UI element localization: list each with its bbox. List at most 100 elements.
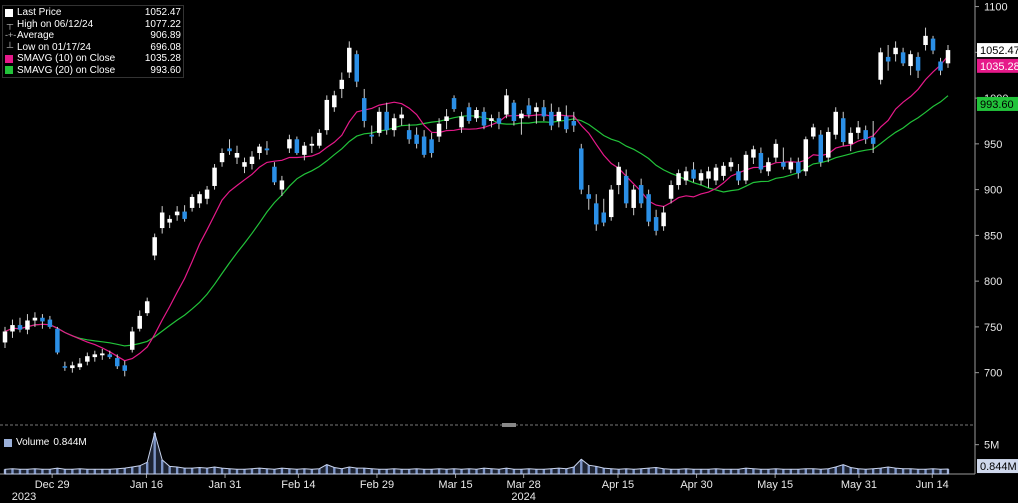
- volume-bar: [363, 468, 366, 474]
- volume-bar: [654, 467, 658, 474]
- candle-body: [631, 189, 636, 208]
- candle-body: [70, 365, 75, 369]
- volume-bar: [415, 468, 418, 474]
- volume-bar: [205, 468, 209, 474]
- y-tick-label: 950: [984, 139, 1002, 151]
- year-label: 2024: [511, 491, 535, 503]
- candle-body: [62, 366, 68, 368]
- candle-body: [691, 169, 696, 179]
- high-marker-icon: ┬: [6, 18, 14, 29]
- legend-label: SMAVG (10) on Close: [17, 53, 116, 64]
- volume-bar: [901, 468, 905, 474]
- candle-body: [264, 148, 270, 151]
- candle-body: [40, 317, 45, 322]
- volume-bar: [632, 469, 635, 474]
- candle-body: [429, 139, 434, 154]
- volume-bar: [662, 468, 665, 474]
- x-tick-label: Jan 16: [130, 479, 163, 491]
- candle-body: [137, 315, 142, 329]
- candle-body: [541, 107, 547, 117]
- candle-body: [197, 194, 202, 204]
- volume-bar: [437, 468, 441, 474]
- green-square-icon: [5, 66, 13, 75]
- volume-bar: [774, 468, 778, 474]
- candle-body: [77, 363, 83, 368]
- volume-bar: [834, 466, 837, 474]
- volume-bar: [729, 469, 733, 474]
- volume-bar: [250, 468, 254, 474]
- candle-body: [489, 118, 494, 121]
- volume-bar: [56, 468, 59, 474]
- candle-body: [204, 189, 210, 199]
- candle-body: [92, 354, 98, 358]
- volume-legend-label: Volume: [16, 437, 50, 448]
- candle-body: [279, 180, 285, 190]
- legend-row: ┴ Low on 01/17/24 696.08: [5, 42, 181, 54]
- candle-body: [167, 218, 172, 223]
- volume-bar: [378, 469, 381, 474]
- candle-body: [234, 153, 240, 158]
- candle-body: [249, 156, 255, 164]
- candle-body: [272, 166, 277, 183]
- candle-body: [369, 134, 374, 137]
- volume-bar: [295, 469, 299, 474]
- volume-bar: [340, 468, 343, 474]
- volume-tag-box: [977, 459, 1018, 474]
- volume-bar: [198, 467, 201, 474]
- volume-bar: [145, 462, 149, 474]
- volume-swatch-icon: [4, 438, 12, 447]
- volume-bar: [759, 469, 763, 474]
- volume-bar: [288, 468, 291, 474]
- candle-body: [85, 356, 90, 362]
- y-tick-label: 900: [984, 185, 1002, 197]
- volume-bar: [213, 466, 216, 474]
- volume-bar: [714, 468, 718, 474]
- candle-body: [601, 212, 606, 223]
- volume-bar: [445, 469, 448, 474]
- volume-bar: [258, 468, 261, 474]
- volume-bar: [639, 468, 643, 474]
- volume-bar: [804, 468, 808, 474]
- candle-body: [870, 137, 876, 144]
- candle-body: [945, 50, 951, 64]
- candle-body: [885, 56, 891, 62]
- candle-body: [736, 171, 741, 181]
- candle-body: [361, 98, 367, 121]
- candle-body: [294, 139, 300, 154]
- candle-body: [781, 162, 786, 167]
- volume-bar: [879, 468, 882, 474]
- candle-body: [519, 113, 524, 119]
- y-tick-label: 800: [984, 276, 1002, 288]
- candle-body: [451, 98, 457, 110]
- volume-area: [4, 430, 949, 475]
- candle-body: [2, 331, 8, 343]
- volume-bar: [916, 469, 920, 474]
- candle-body: [511, 102, 517, 121]
- legend-value: 906.89: [150, 30, 181, 41]
- volume-bar: [871, 468, 875, 474]
- last-price-tag-box: [977, 43, 1018, 58]
- candle-body: [616, 166, 621, 186]
- x-tick-label: Apr 15: [602, 479, 634, 491]
- volume-bar: [385, 469, 388, 474]
- candle-body: [706, 171, 711, 179]
- volume-bar: [190, 468, 194, 474]
- volume-bar: [924, 469, 927, 474]
- volume-bar: [220, 468, 224, 474]
- legend-label: Average: [17, 30, 55, 41]
- volume-bar: [41, 469, 44, 474]
- volume-bar: [452, 468, 456, 474]
- legend-label: SMAVG (20) on Close: [17, 64, 116, 76]
- candle-body: [923, 35, 928, 46]
- volume-bar: [430, 469, 433, 474]
- y-tick-label: 1100: [984, 2, 1008, 14]
- volume-bar: [333, 467, 336, 474]
- volume-bar: [669, 469, 673, 474]
- candle-body: [144, 301, 150, 314]
- candle-body: [534, 107, 539, 112]
- volume-bar: [744, 468, 748, 474]
- candle-body: [17, 325, 23, 330]
- candle-body: [212, 167, 217, 186]
- candle-body: [129, 331, 135, 350]
